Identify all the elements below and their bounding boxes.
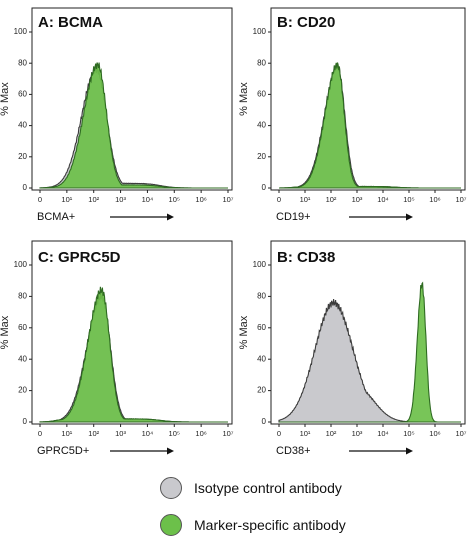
x-tick-label: 10² bbox=[326, 429, 337, 438]
x-axis-arrowhead bbox=[406, 213, 413, 221]
x-tick-label: 10⁶ bbox=[195, 429, 206, 438]
y-axis-label: % Max bbox=[0, 315, 11, 349]
chart-title: C: GPRC5D bbox=[38, 249, 121, 266]
histogram-panel-2: B: CD20 0 20 40 60 80 100 % Max 0 10¹ 10² 10³ 10⁴ 10⁵… bbox=[238, 7, 467, 223]
y-tick-label: 60 bbox=[257, 323, 266, 332]
y-tick-label: 80 bbox=[18, 292, 27, 301]
chart-title: B: CD38 bbox=[277, 249, 335, 266]
y-tick-label: 100 bbox=[253, 27, 267, 36]
x-tick-label: 10⁶ bbox=[429, 429, 440, 438]
x-axis-arrowhead bbox=[167, 447, 174, 455]
y-tick-label: 80 bbox=[257, 58, 266, 67]
y-tick-label: 100 bbox=[253, 260, 267, 269]
legend-item-marker: Marker-specific antibody bbox=[160, 514, 346, 536]
legend-item-isotype: Isotype control antibody bbox=[160, 477, 342, 499]
x-tick-label: 10² bbox=[326, 195, 337, 204]
x-tick-label: 0 bbox=[38, 195, 42, 204]
y-tick-label: 20 bbox=[18, 386, 27, 395]
marker-swatch bbox=[160, 514, 182, 536]
isotype-histogram bbox=[278, 299, 461, 423]
plot-frame bbox=[270, 7, 466, 191]
x-axis-label: BCMA+ bbox=[37, 211, 75, 223]
y-tick-label: 40 bbox=[257, 354, 266, 363]
x-tick-label: 10⁴ bbox=[377, 195, 389, 204]
marker-histogram bbox=[279, 281, 461, 423]
y-tick-label: 40 bbox=[18, 121, 27, 130]
y-tick-label: 100 bbox=[14, 27, 28, 36]
x-tick-label: 10² bbox=[88, 429, 99, 438]
chart-title: A: BCMA bbox=[38, 14, 103, 31]
y-tick-label: 0 bbox=[23, 183, 28, 192]
marker-histogram bbox=[279, 62, 461, 189]
x-tick-label: 10³ bbox=[115, 429, 126, 438]
isotype-histogram bbox=[279, 63, 461, 189]
x-tick-label: 10⁵ bbox=[403, 195, 414, 204]
isotype-histogram bbox=[39, 67, 228, 189]
x-tick-label: 10⁶ bbox=[429, 195, 440, 204]
y-axis-label: % Max bbox=[0, 82, 11, 116]
isotype-histogram bbox=[39, 293, 228, 423]
x-tick-label: 10¹ bbox=[61, 195, 72, 204]
y-tick-label: 0 bbox=[23, 417, 28, 426]
isotype-swatch bbox=[160, 477, 182, 499]
x-tick-label: 10² bbox=[88, 195, 99, 204]
x-tick-label: 10³ bbox=[352, 195, 363, 204]
y-tick-label: 60 bbox=[18, 90, 27, 99]
x-tick-label: 10⁷ bbox=[455, 195, 466, 204]
y-tick-label: 40 bbox=[18, 354, 27, 363]
histogram-panel-4: B: CD38 0 20 40 60 80 100 % Max 0 10¹ 10² 10³ 10⁴ 10⁵… bbox=[238, 240, 467, 457]
y-tick-label: 20 bbox=[257, 152, 266, 161]
x-tick-label: 10⁷ bbox=[222, 429, 233, 438]
x-tick-label: 10¹ bbox=[300, 195, 311, 204]
x-axis-label: CD38+ bbox=[276, 445, 311, 457]
x-tick-label: 10¹ bbox=[61, 429, 72, 438]
x-tick-label: 10⁵ bbox=[169, 195, 180, 204]
y-tick-label: 20 bbox=[18, 152, 27, 161]
x-tick-label: 10⁷ bbox=[455, 429, 466, 438]
legend-label-isotype: Isotype control antibody bbox=[194, 480, 342, 496]
x-tick-label: 10³ bbox=[352, 429, 363, 438]
y-tick-label: 80 bbox=[18, 58, 27, 67]
plot-frame bbox=[270, 240, 466, 425]
y-axis-label: % Max bbox=[238, 82, 250, 116]
chart-title: B: CD20 bbox=[277, 14, 335, 31]
x-tick-label: 10⁴ bbox=[142, 195, 154, 204]
y-tick-label: 60 bbox=[18, 323, 27, 332]
x-tick-label: 10⁵ bbox=[403, 429, 414, 438]
x-tick-label: 10⁶ bbox=[195, 195, 206, 204]
x-tick-label: 0 bbox=[38, 429, 42, 438]
x-tick-label: 10¹ bbox=[300, 429, 311, 438]
marker-histogram bbox=[39, 286, 228, 423]
histogram-panel-1: A: BCMA 0 20 40 60 80 100 % Max 0 10¹ 10² 10³ 10⁴ 10⁵… bbox=[0, 7, 234, 223]
y-tick-label: 20 bbox=[257, 386, 266, 395]
x-tick-label: 10⁷ bbox=[222, 195, 233, 204]
marker-histogram bbox=[39, 62, 228, 189]
y-tick-label: 100 bbox=[14, 260, 28, 269]
y-tick-label: 60 bbox=[257, 90, 266, 99]
plot-frame bbox=[31, 240, 233, 425]
legend-label-marker: Marker-specific antibody bbox=[194, 517, 346, 533]
histogram-panel-3: C: GPRC5D 0 20 40 60 80 100 % Max 0 10¹ 10² 10³ 10⁴ 1… bbox=[0, 240, 234, 457]
x-axis-arrowhead bbox=[406, 447, 413, 455]
x-tick-label: 10⁴ bbox=[142, 429, 154, 438]
x-axis-arrowhead bbox=[167, 213, 174, 221]
y-tick-label: 80 bbox=[257, 292, 266, 301]
y-tick-label: 0 bbox=[262, 183, 267, 192]
x-tick-label: 10⁵ bbox=[169, 429, 180, 438]
y-tick-label: 40 bbox=[257, 121, 266, 130]
x-tick-label: 10⁴ bbox=[377, 429, 389, 438]
y-axis-label: % Max bbox=[238, 315, 250, 349]
x-axis-label: GPRC5D+ bbox=[37, 445, 89, 457]
x-tick-label: 10³ bbox=[115, 195, 126, 204]
x-tick-label: 0 bbox=[277, 429, 281, 438]
x-tick-label: 0 bbox=[277, 195, 281, 204]
y-tick-label: 0 bbox=[262, 417, 267, 426]
plot-frame bbox=[31, 7, 233, 191]
x-axis-label: CD19+ bbox=[276, 211, 311, 223]
